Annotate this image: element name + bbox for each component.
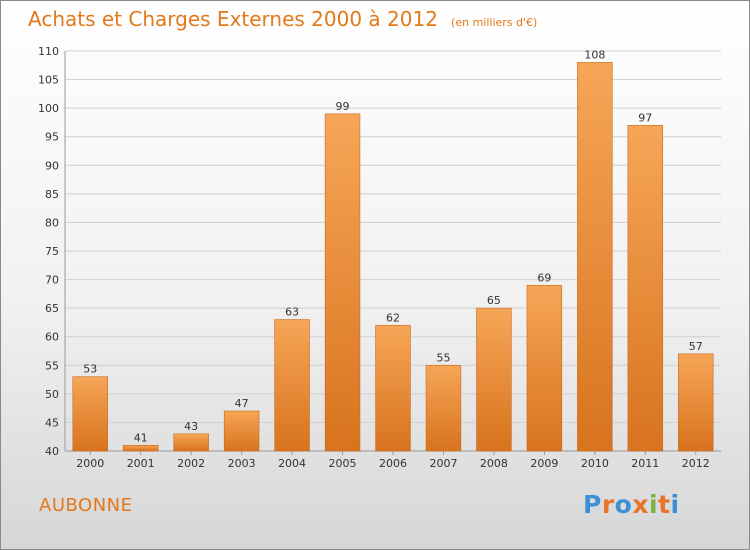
- data-labels: 53 41 43 47 63 99 62 55 65 69 108 97 57: [83, 48, 703, 444]
- logo-letter: o: [614, 490, 633, 519]
- y-tick-label: 65: [45, 302, 59, 315]
- logo-letter: P: [583, 490, 602, 519]
- data-label: 63: [285, 306, 299, 319]
- x-tick-label: 2002: [177, 457, 205, 470]
- x-tick-label: 2004: [278, 457, 306, 470]
- logo-letter: r: [601, 490, 615, 519]
- chart-title-block: Achats et Charges Externes 2000 à 2012 (…: [28, 7, 537, 31]
- data-label: 99: [336, 100, 350, 113]
- y-tick-label: 45: [45, 416, 59, 429]
- y-tick-label: 40: [45, 445, 59, 458]
- logo-letter: i: [649, 490, 659, 519]
- logo-letter: i: [670, 490, 680, 519]
- data-label: 69: [537, 271, 551, 284]
- proxiti-logo[interactable]: Proxiti: [583, 490, 680, 519]
- x-tick-label: 2001: [127, 457, 155, 470]
- x-tick-label: 2011: [631, 457, 659, 470]
- bar: [173, 433, 209, 452]
- chart-subtitle: (en milliers d'€): [451, 16, 538, 29]
- y-tick-label: 110: [38, 45, 59, 58]
- y-tick-label: 80: [45, 216, 59, 229]
- data-label: 55: [436, 351, 450, 364]
- y-tick-label: 90: [45, 159, 59, 172]
- data-label: 57: [689, 340, 703, 353]
- bar: [577, 62, 613, 452]
- bar: [324, 113, 361, 452]
- data-label: 97: [638, 111, 652, 124]
- city-name: AUBONNE: [39, 495, 133, 516]
- x-tick-label: 2012: [682, 457, 710, 470]
- y-axis-ticks: 40 45 50 55 60 65 70 75 80 85 90 95 100 105 110: [38, 45, 59, 458]
- x-tick-label: 2005: [329, 457, 357, 470]
- bar: [72, 376, 108, 452]
- x-tick-label: 2008: [480, 457, 508, 470]
- y-tick-label: 75: [45, 245, 59, 258]
- x-tick-label: 2010: [581, 457, 609, 470]
- bar: [425, 364, 462, 452]
- logo-letter: x: [632, 490, 649, 519]
- y-tick-label: 85: [45, 188, 59, 201]
- data-label: 41: [134, 431, 148, 444]
- bar: [223, 410, 260, 452]
- bar: [375, 324, 411, 452]
- x-axis-ticks: 2000 2001 2002 2003 2004 2005 2006 2007 2008 2009…: [76, 451, 710, 470]
- bars: [72, 62, 714, 452]
- data-label: 62: [386, 311, 400, 324]
- x-tick-label: 2006: [379, 457, 407, 470]
- y-tick-label: 105: [38, 74, 59, 87]
- data-label: 65: [487, 294, 501, 307]
- chart-title: Achats et Charges Externes 2000 à 2012: [28, 7, 438, 31]
- y-tick-label: 95: [45, 131, 59, 144]
- x-tick-label: 2009: [530, 457, 558, 470]
- bar: [274, 319, 310, 452]
- bar: [627, 124, 664, 452]
- bar: [476, 307, 512, 452]
- x-tick-label: 2000: [76, 457, 104, 470]
- y-tick-label: 60: [45, 331, 59, 344]
- bar: [678, 353, 714, 452]
- data-label: 47: [235, 397, 249, 410]
- x-tick-label: 2007: [429, 457, 457, 470]
- y-tick-label: 55: [45, 359, 59, 372]
- logo-letter: t: [658, 490, 671, 519]
- y-tick-label: 100: [38, 102, 59, 115]
- y-tick-label: 50: [45, 388, 59, 401]
- data-label: 108: [584, 48, 605, 61]
- x-tick-label: 2003: [228, 457, 256, 470]
- bar: [122, 444, 159, 452]
- data-label: 43: [184, 420, 198, 433]
- y-tick-label: 70: [45, 274, 59, 287]
- data-label: 53: [83, 363, 97, 376]
- bar: [526, 284, 563, 452]
